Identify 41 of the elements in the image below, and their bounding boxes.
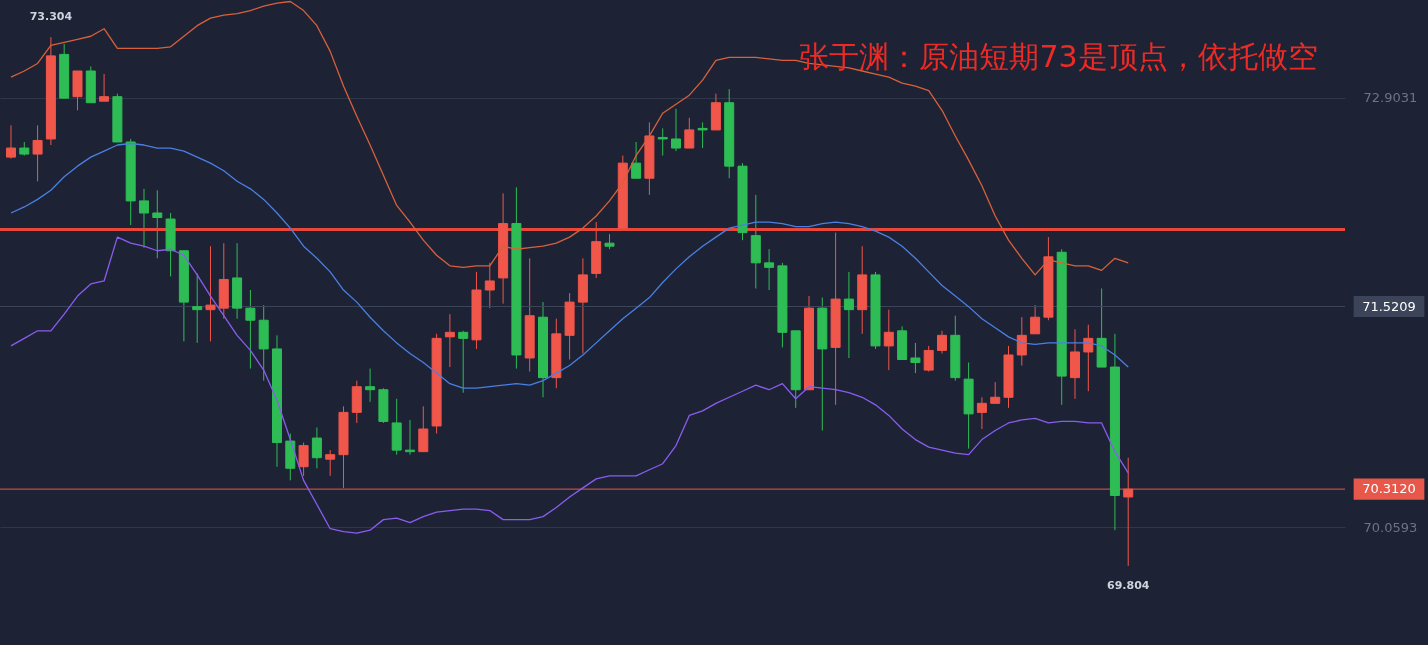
- candlestick: [405, 419, 415, 456]
- candlestick: [458, 330, 469, 394]
- candlestick: [325, 449, 336, 477]
- candlestick: [990, 381, 1001, 404]
- candlestick: [923, 345, 934, 373]
- candlestick: [418, 405, 429, 453]
- annotation: 69.804: [1106, 578, 1150, 592]
- line-series: [10, 142, 1129, 389]
- candlestick: [671, 108, 681, 152]
- candlestick: [192, 272, 203, 344]
- candlestick: [5, 124, 16, 160]
- candlestick: [843, 271, 854, 359]
- candlestick: [1083, 324, 1094, 392]
- candlestick: [205, 245, 216, 342]
- candlestick: [298, 442, 309, 477]
- candlestick: [910, 342, 921, 374]
- candlestick: [937, 330, 948, 354]
- line-series: [10, 236, 1129, 534]
- candlestick: [152, 189, 163, 259]
- candlestick: [631, 141, 642, 179]
- candlestick: [484, 262, 495, 309]
- candlestick: [245, 289, 256, 370]
- candlestick: [697, 121, 708, 149]
- y-tick-label: 72.9031: [1363, 90, 1418, 106]
- candlestick: [1016, 316, 1027, 367]
- candlestick: [684, 117, 695, 149]
- ref-line-label: 71.5209: [1362, 298, 1416, 314]
- annotation: 73.304: [29, 10, 73, 24]
- candlestick: [1030, 304, 1041, 335]
- y-tick-label: 70.0593: [1363, 519, 1418, 535]
- candlestick: [444, 313, 455, 368]
- candlestick: [976, 396, 987, 430]
- candlestick: [365, 368, 376, 403]
- candlestick: [32, 124, 43, 182]
- ref-line-label: 70.3120: [1362, 481, 1416, 497]
- candlestick: [657, 127, 668, 157]
- candlestick: [311, 426, 322, 469]
- candlestick: [883, 309, 894, 371]
- candlestick: [764, 248, 775, 291]
- candlestick: [138, 188, 149, 249]
- candlestick: [99, 73, 110, 102]
